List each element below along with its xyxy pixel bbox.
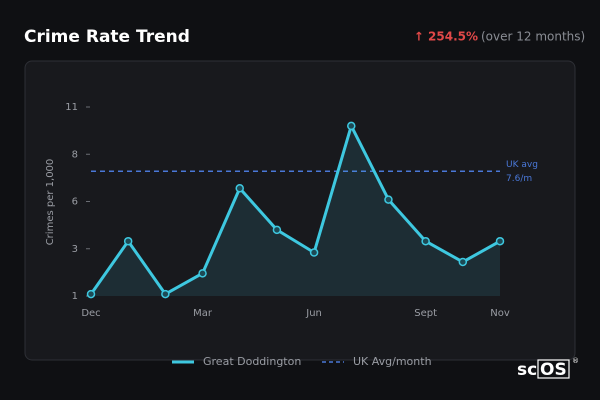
point xyxy=(495,236,505,246)
point xyxy=(384,195,393,204)
legend-label: Great Doddington xyxy=(203,355,301,368)
x-tick-label: Jun xyxy=(305,308,322,319)
y-tick-label: 8 xyxy=(72,149,78,160)
logo-prefix: sc xyxy=(517,360,537,380)
point xyxy=(347,121,356,131)
logo-boxed: OS xyxy=(540,360,567,380)
change-note: (over 12 months) xyxy=(481,30,585,44)
y-axis-label: Crimes per 1,000 xyxy=(45,159,56,246)
reference-annotation: UK avg xyxy=(506,160,538,170)
x-tick-label: Sept xyxy=(414,308,437,319)
point xyxy=(161,289,170,299)
x-tick-label: Mar xyxy=(193,308,213,319)
point xyxy=(123,236,133,246)
reference-value-label: 7.6/m xyxy=(506,174,532,184)
y-tick-label: 3 xyxy=(72,244,78,255)
chart-panel xyxy=(24,60,576,361)
x-tick-label: Dec xyxy=(81,308,100,319)
point xyxy=(309,248,319,257)
title: Crime Rate Trend xyxy=(24,27,190,47)
y-tick-label: 1 xyxy=(72,291,78,302)
point xyxy=(198,269,207,278)
y-tick-label: 11 xyxy=(65,102,78,113)
line xyxy=(89,124,501,296)
logo-box xyxy=(537,359,570,379)
point xyxy=(272,225,282,235)
x-tick-label: Nov xyxy=(490,308,510,319)
point xyxy=(458,257,468,267)
point xyxy=(235,184,244,193)
legend-label: UK Avg/month xyxy=(353,355,432,368)
y-tick-label: 6 xyxy=(72,197,78,208)
point xyxy=(421,236,430,246)
logo-mark: ® xyxy=(572,357,579,365)
change: ↑ 254.5% xyxy=(414,30,478,44)
area xyxy=(91,125,500,297)
point xyxy=(86,289,96,299)
